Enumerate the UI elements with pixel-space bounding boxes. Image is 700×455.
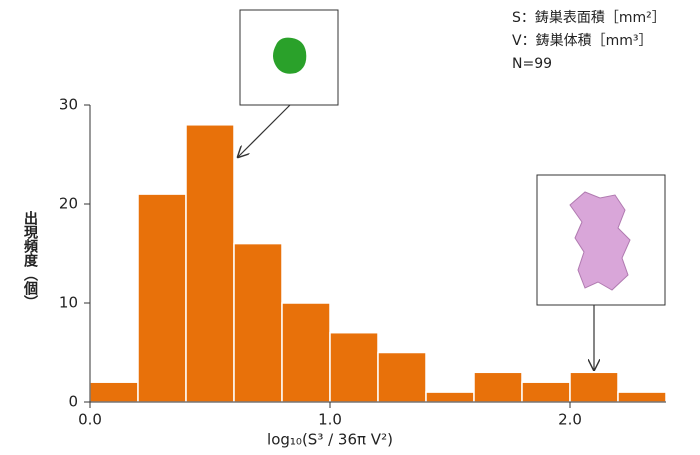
bar <box>522 382 570 402</box>
annotation: V：鋳巣体積［mm³］ <box>512 32 652 49</box>
bar <box>138 194 186 402</box>
bar <box>474 372 522 402</box>
bar <box>90 382 138 402</box>
bar <box>618 392 666 402</box>
y-tick-label: 0 <box>68 393 78 411</box>
bar <box>378 353 426 403</box>
bar <box>426 392 474 402</box>
y-axis-label: 出現頻度（個） <box>22 210 39 309</box>
bar <box>282 303 330 402</box>
x-axis-label: log₁₀(S³ / 36π V²) <box>267 431 393 449</box>
x-tick-label: 0.0 <box>78 411 102 429</box>
y-tick-label: 30 <box>59 96 78 114</box>
bar <box>570 372 618 402</box>
x-tick-label: 1.0 <box>318 411 342 429</box>
x-tick-label: 2.0 <box>558 411 582 429</box>
chart: S：鋳巣表面積［mm²］ V：鋳巣体積［mm³］ N=99 log₁₀(S³ /… <box>0 0 700 455</box>
bar <box>234 244 282 402</box>
inset-pink <box>537 175 665 370</box>
bar <box>330 333 378 402</box>
annotation: S：鋳巣表面積［mm²］ <box>512 9 666 26</box>
y-tick-label: 20 <box>59 195 78 213</box>
y-tick-label: 10 <box>59 294 78 312</box>
annotation: N=99 <box>512 56 552 72</box>
bar <box>186 125 234 402</box>
inset-green <box>238 10 338 157</box>
